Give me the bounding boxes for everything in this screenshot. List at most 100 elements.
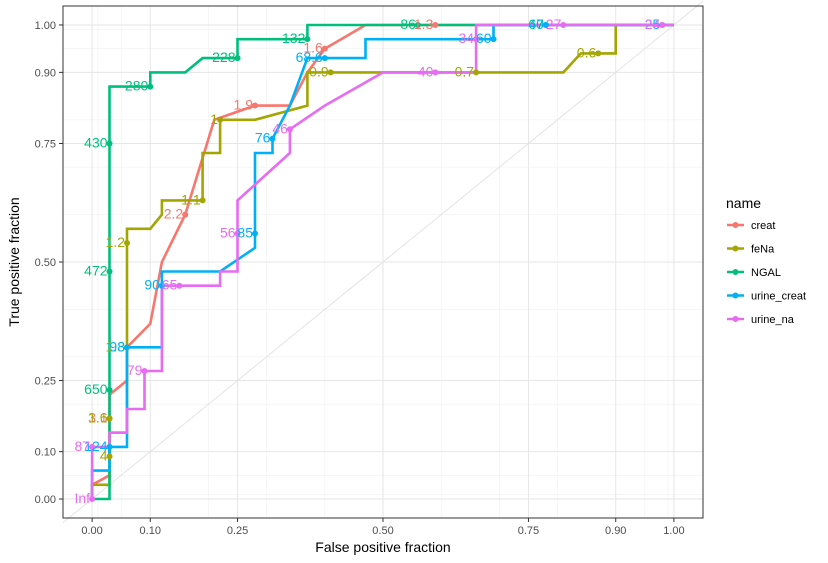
cutoff-label-urine_creat: 90 [144, 277, 160, 293]
cutoff-point-NGAL [106, 140, 113, 147]
ticks-layer: 0.00 0.10 0.25 0.50 0.75 0.90 1.00 0.00 0.10 0.25… [35, 20, 685, 537]
cutoff-point-NGAL [414, 21, 421, 28]
y-tick-label: 1.00 [35, 20, 56, 32]
cutoff-label-NGAL: 67 [528, 16, 544, 32]
points-layer [89, 21, 666, 503]
cutoff-point-urine_na [560, 21, 567, 28]
y-axis-title: True positive fraction [6, 197, 22, 326]
cutoff-point-urine_creat [106, 443, 113, 450]
cutoff-label-NGAL: 430 [84, 134, 108, 150]
legend-label-urine_na: urine_na [751, 314, 795, 326]
cutoff-point-feNa [199, 197, 206, 204]
series-layer [90, 23, 674, 501]
cutoff-label-urine_na: 56 [220, 225, 236, 241]
cutoff-point-urine_creat [490, 36, 497, 43]
cutoff-label-creat: 3.1 [88, 409, 108, 425]
cutoff-point-feNa [327, 69, 334, 76]
cutoff-point-urine_na [286, 126, 293, 133]
legend-key-point [732, 222, 739, 228]
cutoff-label-urine_na: 27 [546, 16, 562, 32]
series-line-NGAL [92, 23, 674, 501]
legend-key-point [732, 316, 739, 322]
cutoff-label-urine_creat: 98 [109, 338, 125, 354]
diagonal-reference-line [62, 0, 704, 524]
cutoff-label-urine_creat: 68.6 [296, 49, 323, 65]
series-line-urine_na [90, 23, 674, 499]
cutoff-label-feNa: 4 [100, 447, 108, 463]
cutoff-point-urine_creat [321, 55, 328, 62]
grid-layer [63, 6, 703, 518]
cutoff-label-creat: 1.3 [414, 16, 434, 32]
cutoff-point-urine_creat [542, 21, 549, 28]
cutoff-point-urine_creat [269, 135, 276, 142]
series-line-urine_creat [90, 23, 674, 499]
cutoff-label-urine_na: 65 [162, 277, 178, 293]
cutoff-label-feNa: 1.2 [106, 234, 126, 250]
cutoff-point-urine_na [659, 21, 666, 28]
cutoff-label-urine_na: 24 [645, 16, 661, 32]
legend-key-point [732, 269, 739, 275]
cutoff-label-NGAL: 132 [282, 30, 306, 46]
cutoff-point-urine_na [176, 282, 183, 289]
cutoff-point-feNa [124, 240, 130, 247]
cutoff-label-urine_creat: 25 [645, 16, 661, 32]
cutoff-label-NGAL: 280 [125, 78, 149, 94]
cutoff-point-urine_creat [158, 282, 165, 289]
cutoff-point-urine_creat [252, 230, 258, 237]
cutoff-label-feNa: 0.9 [309, 63, 329, 79]
cutoff-label-urine_na: 46 [272, 120, 288, 136]
cutoff-point-creat [321, 45, 328, 52]
x-tick-label: 0.75 [518, 525, 539, 537]
cutoff-label-NGAL: 86 [400, 16, 416, 32]
cutoff-label-creat: 2.2 [164, 206, 184, 222]
cutoff-label-NGAL: 650 [84, 381, 108, 397]
cutoff-point-creat [432, 21, 439, 28]
cutoff-label-urine_na: 79 [127, 362, 143, 378]
cutoff-point-urine_na [473, 36, 480, 43]
cutoff-label-creat: 1.6 [303, 40, 323, 56]
cutoff-point-urine_creat [124, 344, 130, 351]
y-tick-label: 0.50 [35, 257, 56, 269]
cutoff-point-feNa [106, 453, 113, 460]
cutoff-point-feNa [595, 50, 602, 57]
x-tick-label: 0.10 [140, 525, 161, 537]
x-tick-label: 0.90 [605, 525, 626, 537]
x-tick-label: 0.50 [372, 525, 393, 537]
diagonal-layer [62, 0, 704, 524]
cutoff-label-urine_na: 87 [75, 438, 91, 454]
cutoff-label-urine_creat: 85 [237, 225, 253, 241]
legend-label-NGAL: NGAL [751, 267, 781, 279]
cutoff-point-feNa [217, 116, 224, 123]
x-tick-label: 0.00 [81, 525, 102, 537]
cutoff-label-feNa: 1.3 [106, 338, 126, 354]
cutoff-label-urine_creat: 76 [255, 130, 271, 146]
legend-label-urine_creat: urine_creat [751, 291, 806, 303]
cutoff-point-urine_na [432, 69, 439, 76]
cutoff-point-urine_na [234, 230, 241, 237]
cutoff-label-urine_na: 40 [418, 63, 434, 79]
x-tick-label: 0.25 [227, 525, 248, 537]
cutoff-point-NGAL [304, 36, 311, 43]
cutoff-label-urine_creat: 40 [528, 16, 544, 32]
cutoff-label-feNa: 1 [210, 111, 218, 127]
y-tick-label: 0.10 [35, 447, 56, 459]
legend-label-feNa: feNa [751, 244, 775, 256]
cutoff-point-creat [252, 102, 258, 109]
legend: name creat feNa NGAL urine_creat urine_na [726, 195, 806, 326]
cutoff-label-feNa: 0.7 [455, 63, 475, 79]
legend-key-point [732, 292, 739, 299]
cutoff-label-urine_creat: 60 [476, 30, 492, 46]
cutoff-label-urine_na: Inf [75, 490, 91, 506]
cutoff-label-creat: 1.9 [234, 97, 254, 113]
cutoff-label-urine_na: 34 [459, 30, 475, 46]
cutoff-label-feNa: 1.6 [88, 409, 108, 425]
cutoff-point-NGAL [106, 268, 113, 275]
cutoff-point-creat [182, 211, 189, 218]
cutoff-label-feNa: 0.6 [577, 44, 597, 60]
y-tick-label: 0.75 [35, 138, 56, 150]
cutoff-label-urine_creat: 124 [84, 438, 108, 454]
cutoff-labels-layer: 3.1 2.2 1.9 1.6 1.3 4 1.6 1.3 1.2 1.1 1 0.9 0.7 0.6 65… [75, 16, 661, 506]
legend-key-point [732, 245, 739, 252]
